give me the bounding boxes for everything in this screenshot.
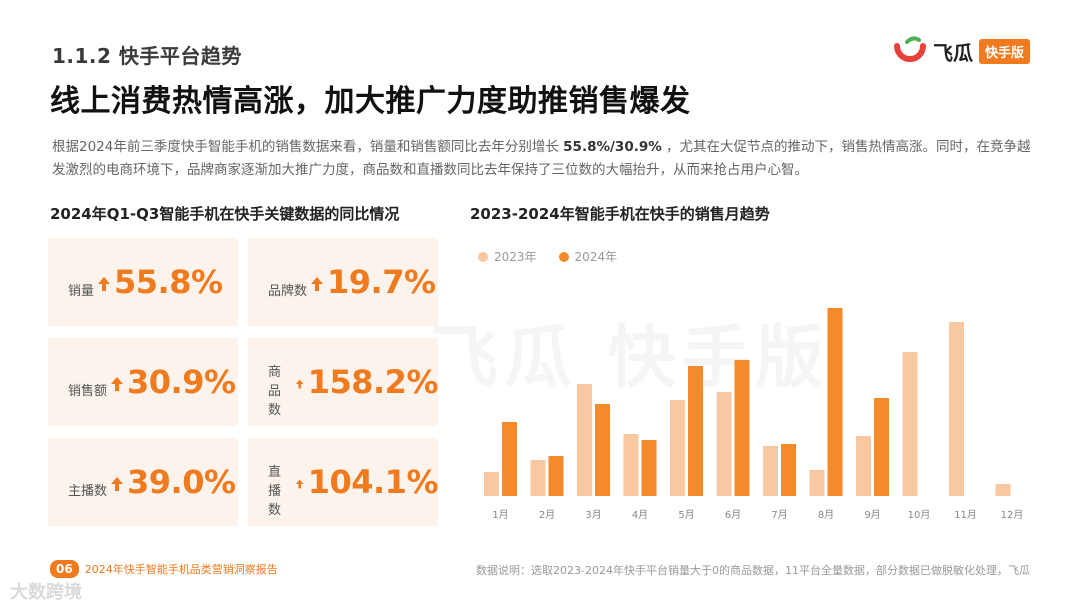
metric-card-hosts: 主播数 39.0%	[48, 438, 238, 526]
up-arrow-icon	[296, 479, 304, 489]
metric-card-brands: 品牌数 19.7%	[248, 238, 438, 326]
intro-text-1: 根据2024年前三季度快手智能手机的销售数据来看，销量和销售额同比去年分别增长	[52, 139, 564, 155]
feigua-logo-icon	[893, 36, 926, 62]
x-tick-label: 7月	[771, 509, 787, 521]
corner-watermark: 大数跨境	[10, 582, 82, 603]
bar-2023-2	[530, 460, 546, 496]
intro-paragraph: 根据2024年前三季度快手智能手机的销售数据来看，销量和销售额同比去年分别增长 …	[52, 136, 1032, 182]
metric-card-products: 商品数 158.2%	[248, 338, 439, 426]
bar-2023-6	[716, 392, 732, 496]
chart-legend: 2023年 2024年	[478, 248, 617, 265]
legend-item-2024: 2024年	[558, 248, 618, 265]
metric-label: 直播数	[268, 464, 282, 518]
metric-label: 品牌数	[268, 283, 308, 299]
x-tick-label: 11月	[954, 509, 977, 521]
bar-2024-9	[874, 398, 889, 496]
intro-highlight: 55.8%/30.9%	[563, 139, 662, 155]
legend-item-2023: 2023年	[478, 248, 537, 265]
bar-2024-4	[641, 440, 657, 496]
up-arrow-icon	[111, 477, 124, 491]
metric-label: 销售额	[68, 383, 108, 399]
page-headline: 线上消费热情高涨，加大推广力度助推销售爆发	[50, 84, 691, 119]
x-tick-label: 12月	[1001, 509, 1024, 521]
metric-card-livestreams: 直播数 104.1%	[248, 438, 439, 526]
bar-2023-7	[763, 446, 778, 496]
up-arrow-icon	[296, 379, 304, 389]
x-tick-label: 5月	[678, 509, 694, 521]
x-tick-label: 1月	[492, 509, 508, 521]
metric-value: 19.7%	[327, 263, 436, 301]
bar-2023-3	[577, 384, 592, 496]
metric-label: 主播数	[68, 483, 108, 499]
intro-text-2: ，尤其在大促节点的推动下，销售热情高涨。同时，在竞争越发激烈的电商环境下，品牌商…	[52, 139, 1031, 178]
metric-value: 104.1%	[307, 463, 439, 501]
x-tick-label: 2月	[539, 509, 555, 521]
watermark: 飞瓜 快手版	[430, 319, 830, 398]
section-title: 1.1.2 快手平台趋势	[52, 44, 242, 68]
up-arrow-icon	[111, 377, 124, 391]
metric-card-revenue: 销售额 30.9%	[48, 338, 238, 426]
x-tick-label: 8月	[818, 509, 834, 521]
x-tick-label: 6月	[725, 509, 741, 521]
metric-label: 商品数	[268, 364, 282, 418]
brand-logo: 飞瓜 快手版	[893, 36, 1030, 66]
metric-card-sales-volume: 销量 55.8%	[48, 238, 238, 326]
report-title: 2024年快手智能手机品类营销洞察报告	[84, 563, 278, 576]
bar-2023-5	[670, 400, 685, 496]
bar-2024-2	[548, 456, 564, 496]
bar-2024-5	[688, 366, 703, 496]
bar-2024-6	[734, 360, 750, 496]
bar-2023-4	[623, 434, 639, 496]
brand-tag: 快手版	[978, 38, 1030, 64]
bar-2024-1	[502, 422, 517, 496]
metric-label: 销量	[68, 283, 95, 299]
bar-2023-9	[856, 436, 871, 496]
metrics-title: 2024年Q1-Q3智能手机在快手关键数据的同比情况	[50, 205, 400, 223]
bar-2024-7	[781, 444, 796, 496]
chart-title: 2023-2024年智能手机在快手的销售月趋势	[470, 205, 770, 223]
metric-value: 30.9%	[127, 363, 236, 401]
bar-2023-10	[902, 352, 918, 496]
bar-2023-8	[809, 470, 825, 496]
footer-badge: 06 2024年快手智能手机品类营销洞察报告	[50, 560, 278, 578]
metric-value: 55.8%	[114, 263, 223, 301]
x-tick-label: 4月	[632, 509, 648, 521]
legend-swatch-2024	[558, 251, 569, 262]
metric-value: 158.2%	[307, 363, 439, 401]
bar-2023-12	[995, 484, 1011, 496]
brand-name: 飞瓜	[932, 40, 973, 65]
bar-2023-11	[949, 322, 964, 496]
up-arrow-icon	[98, 277, 111, 291]
bar-2024-8	[827, 308, 843, 496]
legend-label-2024: 2024年	[574, 250, 618, 264]
x-tick-label: 10月	[908, 509, 931, 521]
x-tick-label: 9月	[864, 509, 880, 521]
bar-2023-1	[484, 472, 499, 496]
monthly-sales-chart: 1月 2月 3月 4月 5月 6月 7月 8月 9月 10月 11月 12月	[484, 308, 1024, 521]
legend-swatch-2023	[478, 251, 488, 262]
metric-value: 39.0%	[127, 463, 236, 501]
legend-label-2023: 2023年	[494, 250, 537, 264]
x-tick-label: 3月	[585, 509, 601, 521]
page-number: 06	[50, 560, 79, 578]
up-arrow-icon	[311, 277, 324, 291]
data-note: 数据说明：选取2023-2024年快手平台销量大于0的商品数据，11平台全量数据…	[476, 564, 1030, 577]
bar-2024-3	[595, 404, 610, 496]
